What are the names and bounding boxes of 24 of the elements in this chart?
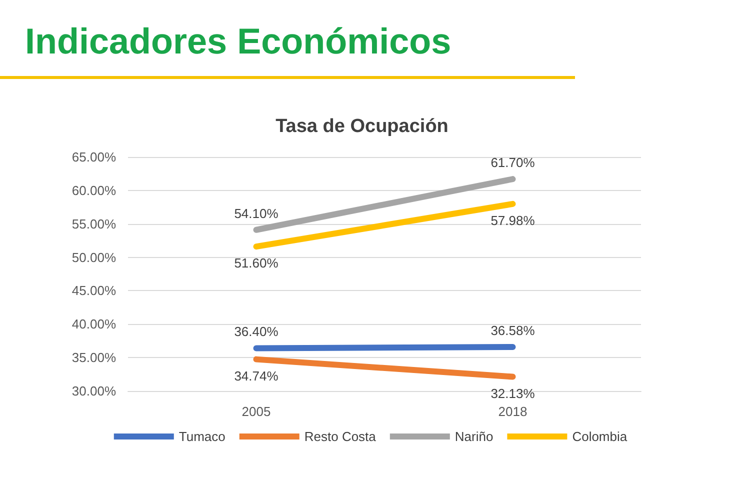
y-tick-label: 60.00%	[72, 182, 116, 198]
data-label: 54.10%	[234, 206, 279, 221]
y-tick-label: 50.00%	[72, 250, 116, 265]
data-label: 32.13%	[490, 386, 536, 401]
data-label: 61.70%	[490, 155, 536, 170]
x-tick-label: 2005	[242, 404, 271, 419]
legend-label: Tumaco	[178, 429, 226, 444]
y-tick-label: 40.00%	[72, 316, 116, 332]
y-tick-label: 30.00%	[72, 384, 116, 398]
data-label: 51.60%	[234, 256, 279, 271]
data-label: 36.40%	[234, 324, 279, 340]
data-label: 34.74%	[234, 368, 279, 384]
legend-label: Resto Costa	[304, 429, 377, 444]
data-label: 36.58%	[490, 323, 536, 338]
y-tick-label: 35.00%	[72, 350, 116, 366]
legend-label: Nariño	[454, 429, 494, 444]
y-tick-label: 65.00%	[72, 150, 116, 164]
x-tick-label: 2018	[498, 404, 528, 419]
y-tick-label: 45.00%	[72, 283, 116, 298]
chart-subtitle: Tasa de Ocupación	[276, 116, 448, 137]
data-label: 57.98%	[490, 212, 536, 228]
legend-label: Colombia	[572, 429, 628, 444]
y-tick-label: 55.00%	[72, 216, 116, 232]
chart-title: Indicadores Económicos	[25, 20, 452, 62]
